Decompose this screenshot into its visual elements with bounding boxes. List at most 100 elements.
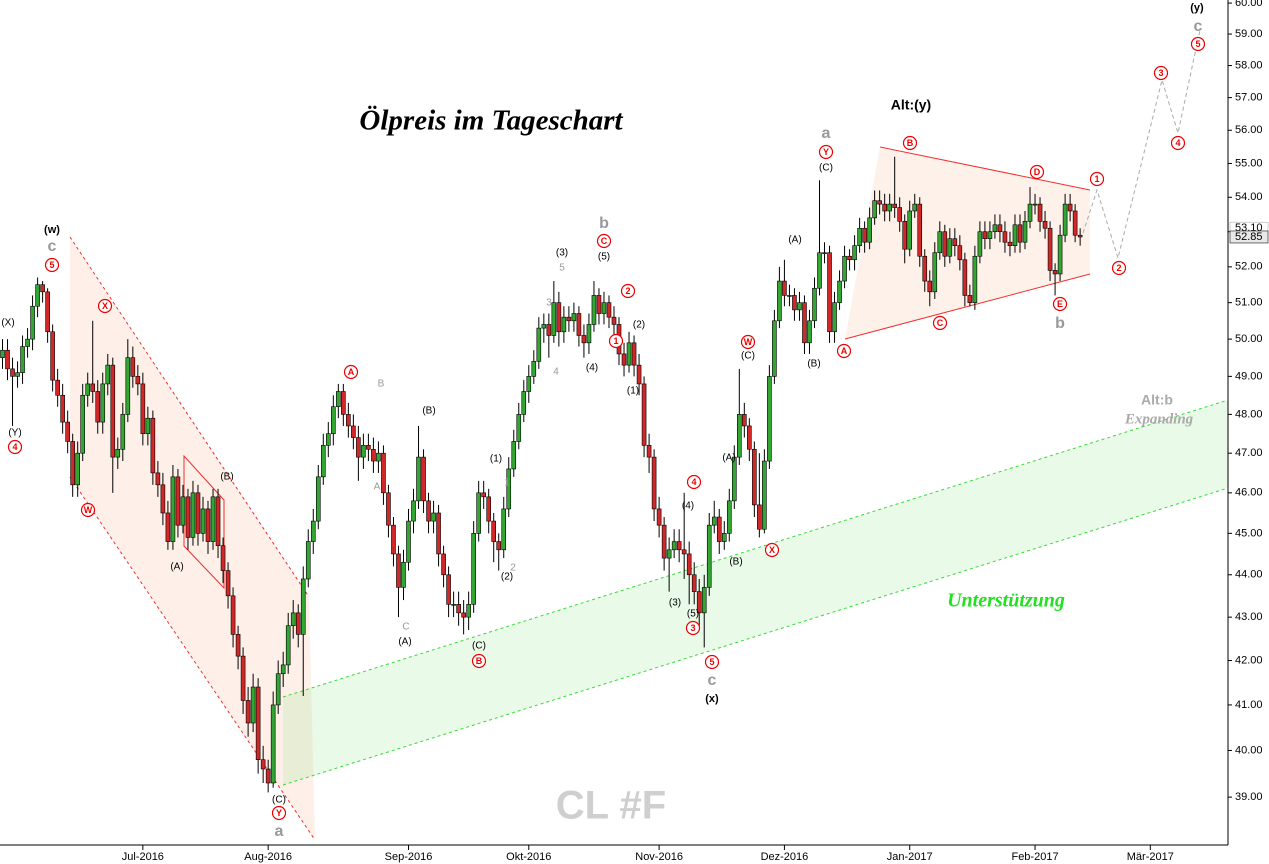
candle-body (646, 445, 652, 458)
wave-label: (x) (705, 693, 719, 705)
wave-label: (C) (272, 795, 286, 806)
candle-body (210, 496, 216, 542)
candle-body (190, 492, 196, 538)
wave-label: (C) (819, 163, 833, 174)
candle-body (125, 357, 131, 415)
wave-label: B (378, 379, 385, 390)
candle-body (747, 425, 752, 450)
x-tick-label: Aug-2016 (244, 851, 292, 863)
candle-body (907, 210, 913, 250)
wave-label: C (601, 236, 608, 246)
wave-label: (4) (586, 363, 598, 374)
candle-body (591, 295, 597, 325)
candle-body (812, 287, 817, 322)
candle-body (576, 313, 582, 336)
wave-label: 3 (1158, 68, 1163, 78)
candle-body (466, 604, 471, 618)
triangle-fill (845, 147, 1090, 339)
candle-body (280, 664, 286, 675)
candle-body (586, 324, 592, 344)
wave-circle (44, 257, 60, 273)
candle-body (431, 512, 436, 522)
candle-body (30, 305, 35, 340)
wave-label: Y (823, 147, 829, 157)
wave-label: c (708, 672, 717, 689)
candle-body (807, 320, 812, 344)
candle-body (922, 255, 928, 282)
wave-label: 5 (709, 657, 714, 667)
candle-body (641, 383, 647, 446)
candle-body (721, 533, 727, 542)
wave-circle (1089, 171, 1105, 187)
candle-body (260, 759, 266, 770)
wave-label: 1 (504, 478, 510, 489)
wave-label: (3) (669, 598, 681, 609)
candle-body (571, 313, 577, 322)
candle-body (681, 549, 687, 555)
candle-body (1022, 221, 1028, 243)
candle-body (742, 414, 747, 427)
candle-body (541, 324, 547, 329)
candle-body (396, 553, 401, 588)
candle-body (561, 316, 567, 333)
candle-body (366, 445, 371, 450)
y-tick-label: 56.00 (1235, 124, 1263, 136)
wave-label: 3 (546, 298, 552, 309)
candle-body (150, 417, 156, 474)
candle-body (1027, 203, 1033, 222)
candle-body (180, 496, 186, 526)
candle-body (225, 570, 231, 597)
x-tick-label: Sep-2016 (385, 851, 433, 863)
candle-body (802, 302, 807, 344)
wave-label: 1 (613, 336, 618, 346)
candle-body (852, 245, 857, 261)
candle-body (1042, 221, 1048, 229)
candle-body (611, 316, 617, 325)
candle-body (185, 496, 191, 538)
wave-label: B (907, 138, 914, 148)
x-tick-label: Feb-2017 (1011, 851, 1058, 863)
wave-label: (w) (44, 224, 60, 236)
candle-body (1057, 234, 1063, 275)
y-tick-label: 47.00 (1235, 447, 1263, 459)
candle-body (827, 252, 832, 333)
candle-body (947, 238, 953, 257)
candle-body (376, 452, 381, 462)
wave-label: Alt:(y) (891, 97, 931, 113)
candle-body (5, 349, 10, 370)
candle-body (752, 448, 757, 506)
candle-body (486, 496, 491, 522)
candle-body (341, 391, 346, 415)
wave-label: (3) (556, 248, 568, 259)
candle-body (25, 338, 30, 347)
candle-body (436, 512, 441, 555)
candle-body (832, 302, 837, 333)
candle-body (897, 207, 902, 222)
wave-label: Expanding (1124, 411, 1194, 427)
triangle-line (879, 146, 1091, 191)
candle-body (516, 414, 522, 442)
wave-circle (902, 135, 918, 151)
price-label: 52.85 (1235, 231, 1263, 243)
candle-body (997, 224, 1003, 233)
candle-body (336, 391, 341, 408)
wave-label: 5 (559, 263, 565, 274)
candle-body (411, 500, 416, 522)
candle-body (195, 492, 201, 534)
candle-body (10, 368, 15, 377)
candle-body (175, 476, 181, 526)
candle-body (887, 203, 892, 212)
candle-body (937, 231, 943, 254)
candle-body (711, 516, 717, 526)
wave-label: 2 (1116, 263, 1121, 273)
wave-label: (A) (170, 562, 183, 573)
wave-circle (343, 364, 359, 380)
candle-body (100, 383, 106, 423)
candle-body (285, 625, 291, 666)
y-tick-label: 44.00 (1235, 569, 1263, 581)
candle-body (822, 252, 827, 255)
y-tick-label: 58.00 (1235, 59, 1263, 71)
candle-body (797, 302, 802, 311)
candle-body (255, 686, 261, 760)
